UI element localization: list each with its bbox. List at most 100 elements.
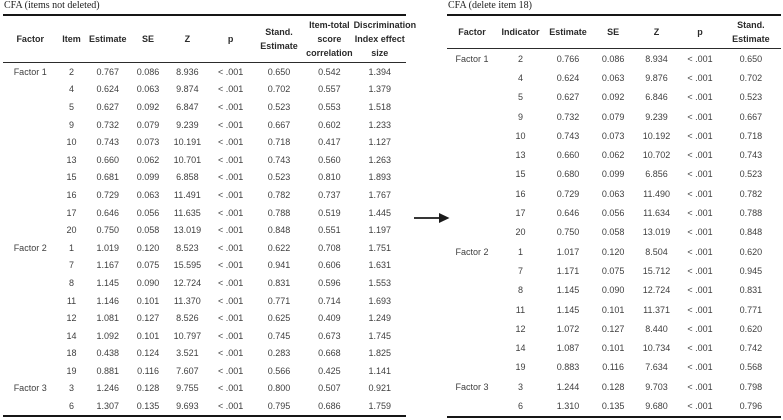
table-cell: 9.680 [645,400,668,411]
table-cell: < .001 [218,137,244,148]
table-cell: 10 [66,137,77,148]
table-row: Factor 3 3 1.246 0.128 9.755 < .001 0.800 0.507… [3,380,406,398]
table-cell: 0.116 [137,365,159,376]
table-cell: 13 [66,154,77,165]
table-cell: 9.755 [176,383,199,394]
table-cell: 12 [515,323,526,334]
table-row: 20 0.750 0.058 13.019 < .001 0.848 0.551 1.197 [3,221,406,239]
table-cell: 0.624 [96,84,120,95]
table-row: 7 1.167 0.075 15.595 < .001 0.941 0.606 1.631 [3,257,406,275]
table-cell: 0.646 [556,208,580,219]
table-cell: 1 [517,246,523,257]
table-cell: 0.708 [318,242,341,253]
table-cell [3,221,57,239]
table-cell: 0.945 [739,265,763,276]
table-cell: 6 [68,401,74,412]
table-cell: 9.239 [176,119,199,130]
table-row: Factor 3 3 1.244 0.128 9.703 < .001 0.798 [447,377,781,396]
table-cell: 16 [66,189,77,200]
table-cell [3,397,57,416]
table-cell: 0.743 [96,137,120,148]
table-cell: 9.874 [176,84,199,95]
table-cell: 0.743 [556,130,580,141]
table-cell: 4 [517,72,523,83]
table-cell: 8.526 [176,313,199,324]
table-cell: 1.751 [368,242,392,253]
table-cell: 0.523 [739,169,763,180]
table-cell: 3.521 [176,348,199,359]
table-cell: 10.797 [173,330,202,341]
table-cell: < .001 [218,84,244,95]
table-row: 10 0.743 0.073 10.191 < .001 0.718 0.417 1.127 [3,133,406,151]
table-cell: 0.831 [267,277,291,288]
table-cell: 9.703 [645,381,668,392]
table-cell: 0.568 [739,362,763,373]
table-cell: 10.734 [642,343,671,354]
table-cell: 6.846 [645,92,668,103]
table-cell [3,98,57,116]
table-cell: 0.523 [739,92,763,103]
table-cell: 7.634 [645,362,668,373]
table-cell [3,345,57,363]
table-cell: 0.745 [267,330,291,341]
table-cell: 1.246 [96,383,120,394]
table-cell: 8.934 [645,53,668,64]
table-cell: 0.127 [136,313,160,324]
table-cell: 0.557 [318,84,341,95]
table-cell: < .001 [687,343,713,354]
table-row: 11 1.146 0.101 11.370 < .001 0.771 0.714 1.693 [3,292,406,310]
table-row: 7 1.171 0.075 15.712 < .001 0.945 [447,261,781,280]
cfa-table-after-section: CFA (delete item 18) Factor Indicator Esti… [447,0,781,418]
table-cell: 0.750 [96,225,120,236]
table-cell: Factor 1 [13,66,47,77]
table-cell: < .001 [218,330,244,341]
column-header: p [697,27,703,37]
left-table-title: CFA (items not deleted) [4,0,100,11]
table-cell: < .001 [218,189,244,200]
table-cell: 0.120 [136,242,160,253]
table-cell: 0.796 [739,400,763,411]
table-cell: 0.135 [601,400,625,411]
table-cell: 0.425 [318,365,341,376]
table-cell: 0.135 [136,401,160,412]
table-cell: 1.394 [368,66,392,77]
table-cell: 1.146 [96,295,120,306]
table-cell: 0.686 [318,401,341,412]
column-header: SE [607,27,620,37]
table-cell: Factor 1 [455,53,489,64]
table-cell: 9.239 [645,111,668,122]
table-cell: 11.490 [643,188,670,199]
table-cell [3,116,57,134]
table-cell: 1.693 [368,295,392,306]
table-cell: Factor 2 [13,242,47,253]
table-cell: 0.795 [267,401,291,412]
table-row: Factor 2 1 1.017 0.120 8.504 < .001 0.620 [447,242,781,261]
table-cell: 0.622 [267,242,291,253]
right-table-title: CFA (delete item 18) [448,0,532,11]
table-cell: 0.798 [739,381,763,392]
table-cell: 0.063 [601,72,625,83]
table-cell: 1.127 [368,137,392,148]
table-cell [447,184,497,203]
table-cell: < .001 [687,323,713,334]
table-cell: 9.876 [645,72,668,83]
table-cell: 0.620 [739,323,763,334]
table-cell: 6.856 [645,169,668,180]
table-cell: 0.681 [96,172,120,183]
table-cell: 1.825 [368,348,392,359]
table-cell: 8 [517,285,523,296]
left-table-body: Factor 1 2 0.767 0.086 8.936 < .001 0.650 0.542… [3,63,406,416]
table-row: 6 1.307 0.135 9.693 < .001 0.795 0.686 1.759 [3,397,406,416]
table-cell [3,81,57,99]
table-cell: 1 [68,242,74,253]
table-row: Factor 1 2 0.767 0.086 8.936 < .001 0.650 0.542… [3,63,406,81]
column-header: Item-total score correlation [306,20,353,58]
table-cell: Factor 3 [13,383,47,394]
table-cell: 2 [68,66,74,77]
table-cell: 0.120 [601,246,625,257]
column-header: Factor [458,27,486,37]
table-cell: 15.595 [173,260,202,271]
table-cell: 0.881 [96,365,120,376]
